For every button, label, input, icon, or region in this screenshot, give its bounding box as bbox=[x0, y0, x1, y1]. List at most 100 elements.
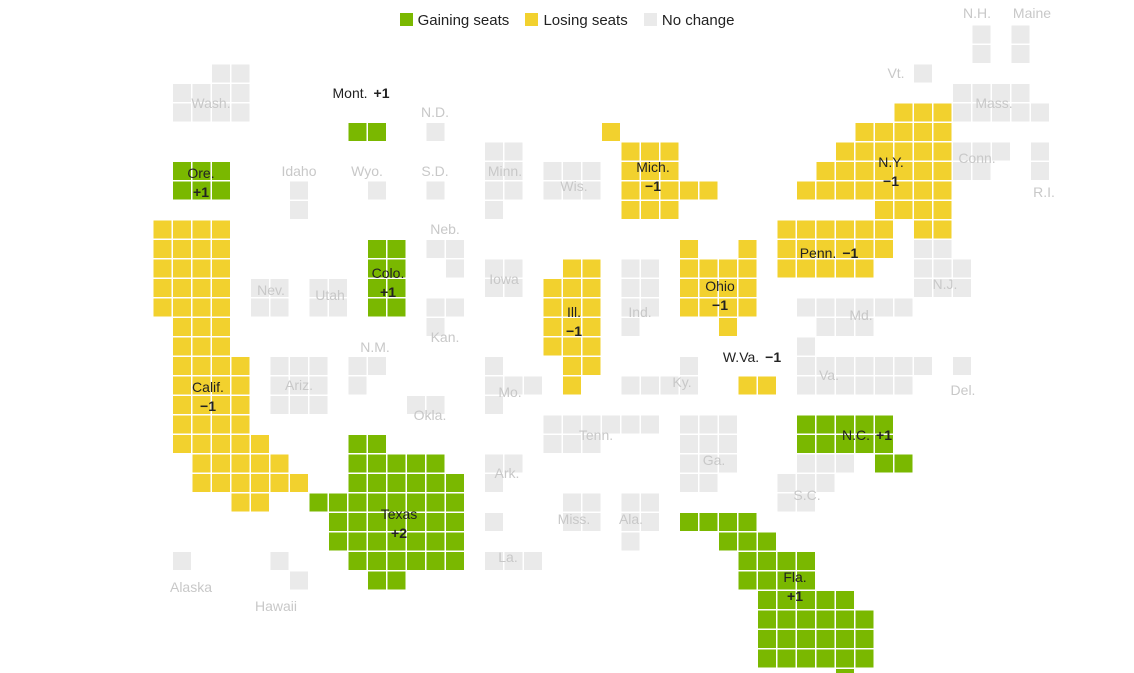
tile-mich bbox=[660, 162, 679, 180]
tile-ill bbox=[543, 279, 562, 297]
legend: Gaining seats Losing seats No change bbox=[0, 12, 1134, 29]
tile-ill bbox=[582, 337, 601, 356]
state-penn: Penn. −1 bbox=[777, 220, 893, 278]
tile-va bbox=[855, 376, 874, 395]
state-change-texas: +2 bbox=[391, 525, 407, 541]
tile-va bbox=[816, 357, 835, 375]
tile-n-c bbox=[855, 415, 874, 434]
tile-calif bbox=[173, 376, 191, 395]
tile-mo bbox=[485, 396, 503, 414]
tile-n-y bbox=[894, 103, 913, 122]
tile-calif bbox=[212, 240, 230, 258]
tile-ga bbox=[680, 415, 698, 434]
tile-ala bbox=[621, 532, 640, 551]
tile-n-y bbox=[855, 123, 874, 141]
tile-maine bbox=[1011, 25, 1030, 44]
state-label-ariz: Ariz. bbox=[285, 377, 313, 393]
tile-calif bbox=[212, 474, 230, 492]
state-name-neb: Neb. bbox=[430, 221, 460, 237]
tile-calif bbox=[153, 240, 172, 258]
tile-n-y bbox=[875, 201, 893, 219]
tile-mich bbox=[602, 123, 620, 141]
tile-ark bbox=[485, 454, 503, 473]
tile-minn bbox=[504, 181, 523, 200]
tile-texas bbox=[368, 513, 386, 531]
tile-texas bbox=[426, 532, 445, 551]
tile-ariz bbox=[290, 357, 308, 375]
tile-n-d bbox=[426, 123, 445, 141]
tile-calif bbox=[173, 298, 191, 317]
tile-calif bbox=[173, 279, 191, 297]
state-label-ind: Ind. bbox=[628, 304, 651, 320]
tile-n-y bbox=[933, 162, 952, 180]
tile-iowa bbox=[485, 259, 503, 278]
legend-gaining-label: Gaining seats bbox=[417, 12, 510, 29]
tile-n-y bbox=[836, 181, 854, 200]
tile-n-h bbox=[972, 45, 991, 63]
state-ind: Ind. bbox=[621, 259, 659, 336]
tile-n-j bbox=[914, 240, 932, 258]
tile-fla bbox=[855, 610, 874, 629]
tile-n-y bbox=[836, 142, 854, 161]
tile-ill bbox=[563, 279, 581, 297]
tile-penn bbox=[855, 220, 874, 239]
state-change-fla: +1 bbox=[787, 588, 803, 604]
tile-va bbox=[797, 376, 815, 395]
tile-fla bbox=[777, 571, 796, 590]
tile-n-y bbox=[933, 142, 952, 161]
tile-texas bbox=[426, 474, 445, 492]
tile-texas bbox=[368, 493, 386, 512]
state-la: La. bbox=[485, 513, 542, 570]
tile-wash bbox=[173, 84, 191, 102]
state-minn: Minn. bbox=[485, 142, 523, 219]
tile-calif bbox=[212, 376, 230, 395]
tile-va bbox=[855, 357, 874, 375]
state-name-idaho: Idaho bbox=[281, 163, 316, 179]
legend-nochange-label: No change bbox=[661, 12, 735, 29]
tile-n-y bbox=[797, 181, 815, 200]
state-name-hawaii: Hawaii bbox=[255, 598, 297, 614]
tile-tenn bbox=[543, 415, 562, 434]
state-change-n-c: +1 bbox=[876, 427, 892, 443]
tile-texas bbox=[446, 552, 464, 570]
tile-ohio bbox=[699, 259, 718, 278]
tile-wyo bbox=[368, 181, 386, 200]
tile-ala bbox=[621, 493, 640, 512]
tile-ohio bbox=[699, 279, 718, 297]
state-name-n-m: N.M. bbox=[360, 339, 390, 355]
tile-fla bbox=[777, 552, 796, 570]
tile-fla bbox=[758, 630, 776, 648]
tile-calif bbox=[153, 259, 172, 278]
state-name-penn: Penn. bbox=[800, 245, 837, 261]
tile-fla bbox=[797, 630, 815, 648]
tile-fla bbox=[758, 591, 776, 609]
state-name-tenn: Tenn. bbox=[579, 427, 613, 443]
tile-n-y bbox=[914, 201, 932, 219]
tile-wis bbox=[563, 181, 581, 200]
tile-ill bbox=[563, 357, 581, 375]
tile-texas bbox=[348, 532, 367, 551]
tile-fla bbox=[855, 630, 874, 648]
tile-calif bbox=[192, 298, 211, 317]
tile-texas bbox=[329, 513, 347, 531]
tile-fla bbox=[738, 552, 757, 570]
tile-n-c bbox=[875, 415, 893, 434]
state-name-wash: Wash. bbox=[191, 95, 230, 111]
tile-hawaii bbox=[290, 571, 308, 590]
tile-ark bbox=[504, 454, 523, 473]
state-maine: Maine bbox=[1011, 5, 1051, 63]
tile-n-y bbox=[836, 162, 854, 180]
tile-va bbox=[836, 357, 854, 375]
state-idaho: Idaho bbox=[281, 163, 317, 219]
tile-colo bbox=[368, 259, 386, 278]
tile-n-j bbox=[933, 279, 952, 297]
tile-neb bbox=[426, 240, 445, 258]
state-name-ill: Ill. bbox=[567, 304, 581, 320]
state-label-md: Md. bbox=[849, 307, 872, 323]
tile-n-c bbox=[855, 435, 874, 453]
state-name-n-d: N.D. bbox=[421, 104, 449, 120]
tile-n-j bbox=[914, 259, 932, 278]
state-name-ky: Ky. bbox=[672, 374, 691, 390]
state-name-colo: Colo. bbox=[372, 265, 405, 281]
